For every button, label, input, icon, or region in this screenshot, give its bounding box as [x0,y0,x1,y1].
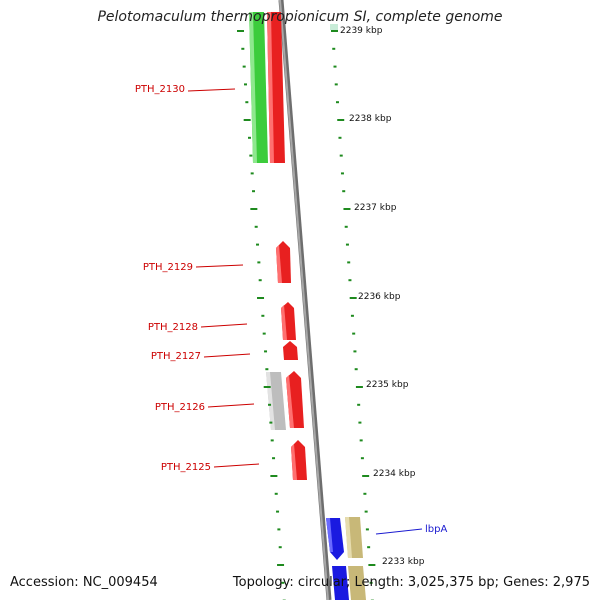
leader-line [213,463,260,468]
faint-feature-marker [330,24,338,30]
gene-label-pth2129[interactable]: PTH_2129 [143,262,193,273]
gene-label-pth2128[interactable]: PTH_2128 [148,322,198,333]
gene-label-pth2126[interactable]: PTH_2126 [155,402,205,413]
genome-title: Pelotomaculum thermopropionicum SI, comp… [97,9,503,25]
gene-feature-lbpa[interactable] [326,518,344,560]
kbp-label-2235: 2235 kbp [366,380,409,390]
gene-label-pth2130[interactable]: PTH_2130 [135,84,185,95]
gene-feature-bottom[interactable] [332,566,366,600]
leader-line [207,403,255,408]
kbp-label-2236: 2236 kbp [358,292,401,302]
kbp-label-2238: 2238 kbp [349,114,392,124]
accession-text: Accession: NC_009454 [10,575,158,590]
leader-line [195,264,244,268]
leader-line [200,323,248,328]
kbp-label-2233: 2233 kbp [382,557,425,567]
genome-backbone [278,0,332,600]
gene-feature-pth2129[interactable] [276,241,291,283]
gene-feature-tan[interactable] [345,517,363,558]
leader-line [187,88,236,92]
gene-feature-pth2126[interactable] [286,371,304,428]
gene-feature-pth2126-gray[interactable] [266,372,286,430]
gene-feature-pth2125[interactable] [291,440,307,480]
kbp-label-2239: 2239 kbp [340,26,383,36]
gene-feature-pth2130[interactable] [267,12,285,163]
kbp-scale: 2239 kbp 2238 kbp 2237 kbp 2236 kbp 2235… [340,26,425,567]
leader-line [375,528,423,535]
topology-text: Topology: circular; Length: 3,025,375 bp… [232,575,590,590]
kbp-label-2234: 2234 kbp [373,469,416,479]
gene-feature-green[interactable] [249,12,268,163]
gene-label-pth2125[interactable]: PTH_2125 [161,462,211,473]
leader-line [203,353,251,358]
ruler-ticks [237,30,376,600]
gene-label-lbpa[interactable]: lbpA [425,524,447,535]
gene-feature-pth2127[interactable] [283,341,298,360]
gene-feature-pth2128[interactable] [281,302,296,340]
kbp-label-2237: 2237 kbp [354,203,397,213]
gene-labels: PTH_2130 PTH_2129 PTH_2128 PTH_2127 PTH_… [135,84,448,535]
gene-label-pth2127[interactable]: PTH_2127 [151,351,201,362]
